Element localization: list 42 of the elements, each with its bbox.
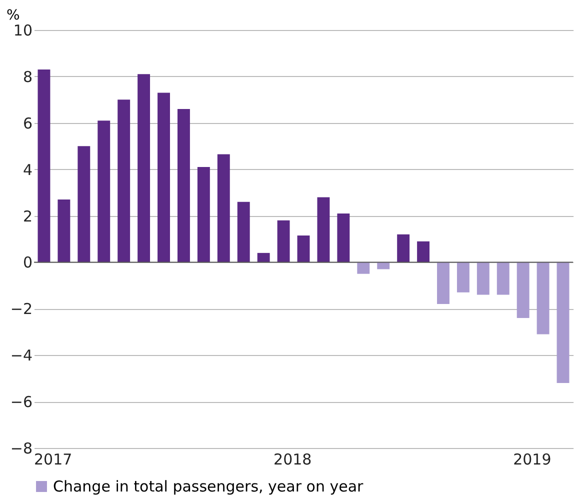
bar (138, 74, 150, 262)
y-tick-label: −4 (10, 346, 32, 365)
bar (397, 234, 410, 262)
bar (456, 262, 470, 292)
bar (277, 220, 290, 262)
y-tick-label: 0 (22, 254, 32, 272)
y-tick-label: 10 (13, 22, 32, 40)
bar (476, 262, 490, 295)
x-tick-label: 2017 (34, 450, 72, 468)
y-axis-title: % (6, 8, 20, 24)
y-tick-label: −6 (10, 393, 32, 412)
bar (357, 262, 370, 274)
bar (556, 262, 570, 383)
bar (317, 197, 330, 262)
bar (237, 202, 250, 262)
y-tick-label: 6 (22, 114, 32, 132)
x-tick-label: 2019 (513, 450, 552, 468)
bar (437, 262, 450, 304)
bar (297, 236, 310, 262)
bar (377, 262, 390, 270)
bar (118, 100, 130, 262)
bar (78, 146, 90, 262)
legend-label: Change in total passengers, year on year (53, 478, 364, 496)
bar (536, 262, 550, 334)
bar (417, 241, 430, 262)
bar (516, 262, 530, 318)
bar (337, 213, 350, 262)
bar (217, 154, 230, 262)
y-tick-label: −8 (10, 440, 32, 458)
bar (158, 92, 170, 262)
x-tick-label: 2018 (274, 450, 312, 468)
y-tick-label: 8 (22, 68, 32, 86)
bar (38, 69, 50, 262)
y-tick-label: 2 (22, 207, 32, 226)
bar (58, 200, 70, 262)
bar (496, 262, 510, 295)
y-tick-label: 4 (22, 160, 32, 179)
bar (98, 120, 110, 262)
bar (257, 252, 270, 262)
y-tick-label: −2 (10, 300, 32, 318)
bar (197, 167, 210, 262)
bar (177, 108, 190, 262)
